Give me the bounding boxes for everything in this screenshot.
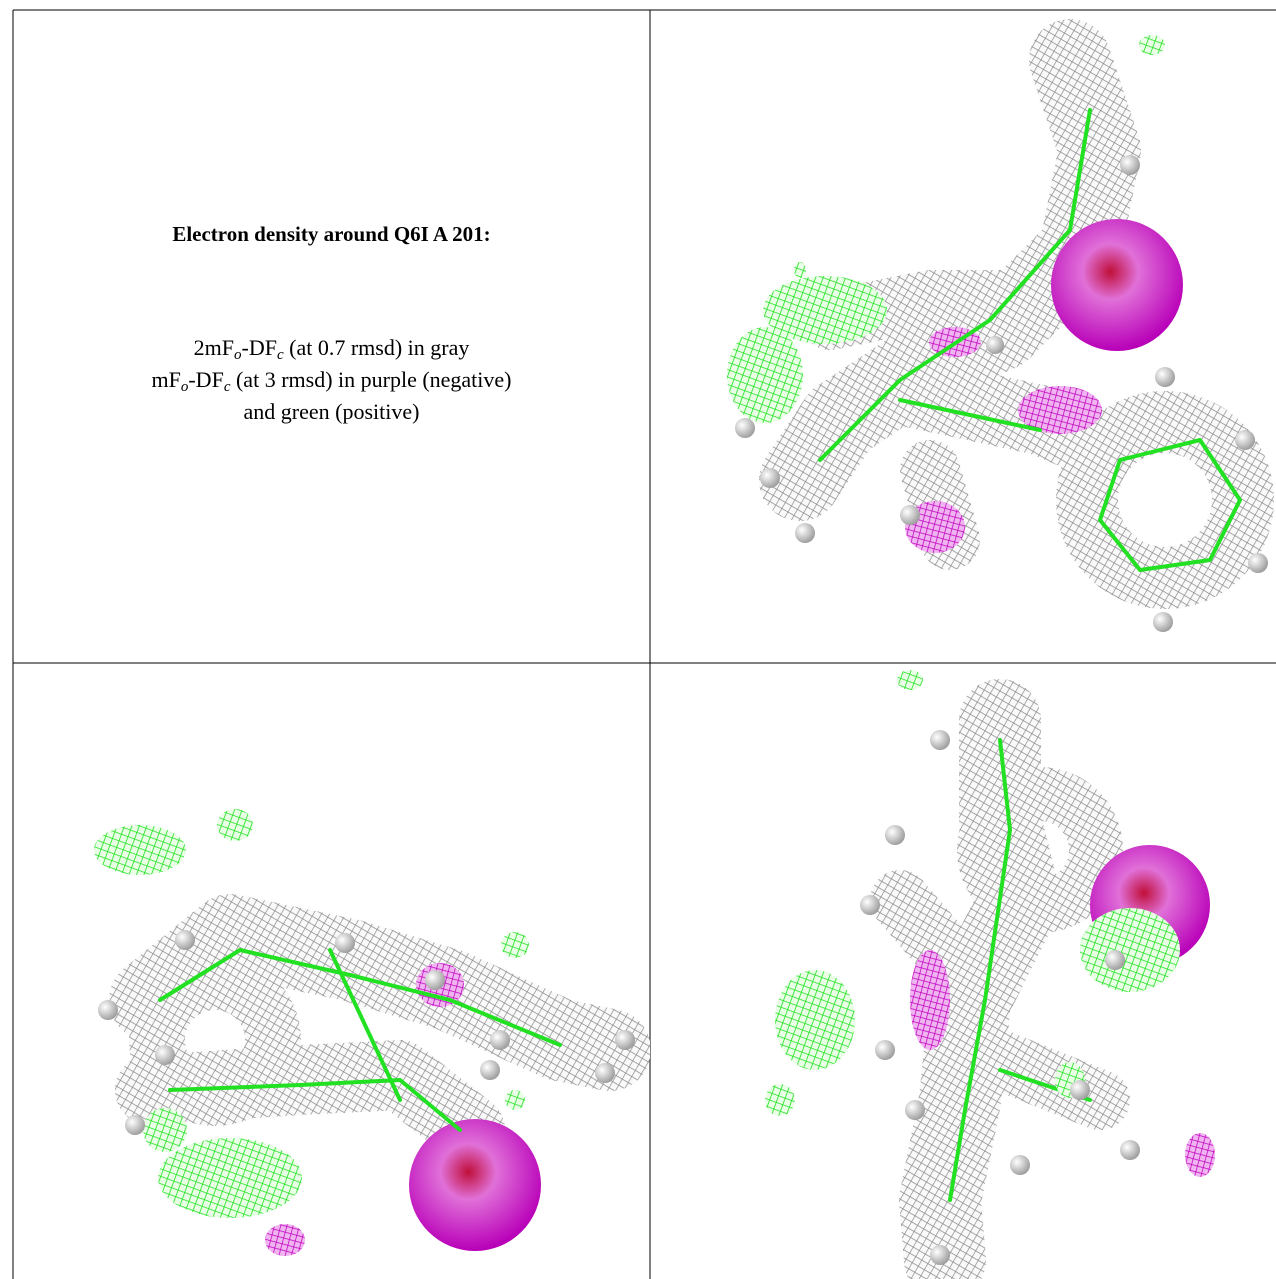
density-view-1 (727, 19, 1274, 632)
subscript: o (234, 347, 242, 363)
density-view-2 (94, 809, 650, 1256)
title: Electron density around Q6I A 201: (172, 222, 491, 246)
subscript: c (223, 379, 231, 395)
legend-line: 2mFo-DFc (at 0.7 rmsd) in gray (13, 332, 650, 364)
text: (at 0.7 rmsd) in gray (283, 335, 470, 360)
subscript: o (180, 379, 189, 395)
caption-cell: Electron density around Q6I A 201: 2mFo-… (13, 10, 650, 663)
text: (at 3 rmsd) in purple (negative) (230, 367, 512, 392)
density-view-3 (765, 670, 1215, 1279)
table-borders (12, 9, 1276, 1279)
subscript: c (276, 347, 284, 363)
legend-line: mFo-DFc (at 3 rmsd) in purple (negative) (13, 364, 650, 396)
text: mF (151, 367, 181, 392)
text: 2mF (193, 335, 234, 360)
text: -DF (241, 335, 277, 360)
legend: 2mFo-DFc (at 0.7 rmsd) in gray mFo-DFc (… (13, 332, 650, 428)
legend-line: and green (positive) (243, 399, 420, 424)
text: -DF (188, 367, 224, 392)
